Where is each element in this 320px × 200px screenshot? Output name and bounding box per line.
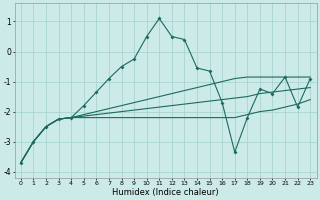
X-axis label: Humidex (Indice chaleur): Humidex (Indice chaleur) (112, 188, 219, 197)
